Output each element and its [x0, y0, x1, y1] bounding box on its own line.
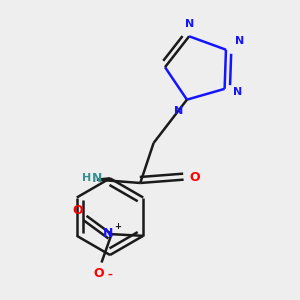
- Text: O: O: [189, 172, 200, 184]
- Text: N: N: [92, 172, 102, 185]
- Text: N: N: [235, 36, 244, 46]
- Text: O: O: [72, 204, 83, 217]
- Text: N: N: [103, 227, 113, 240]
- Text: H: H: [82, 173, 91, 183]
- Text: N: N: [233, 86, 243, 97]
- Text: N: N: [184, 19, 194, 28]
- Text: N: N: [174, 106, 183, 116]
- Text: –: –: [107, 270, 112, 280]
- Text: +: +: [114, 222, 121, 231]
- Text: O: O: [94, 267, 104, 280]
